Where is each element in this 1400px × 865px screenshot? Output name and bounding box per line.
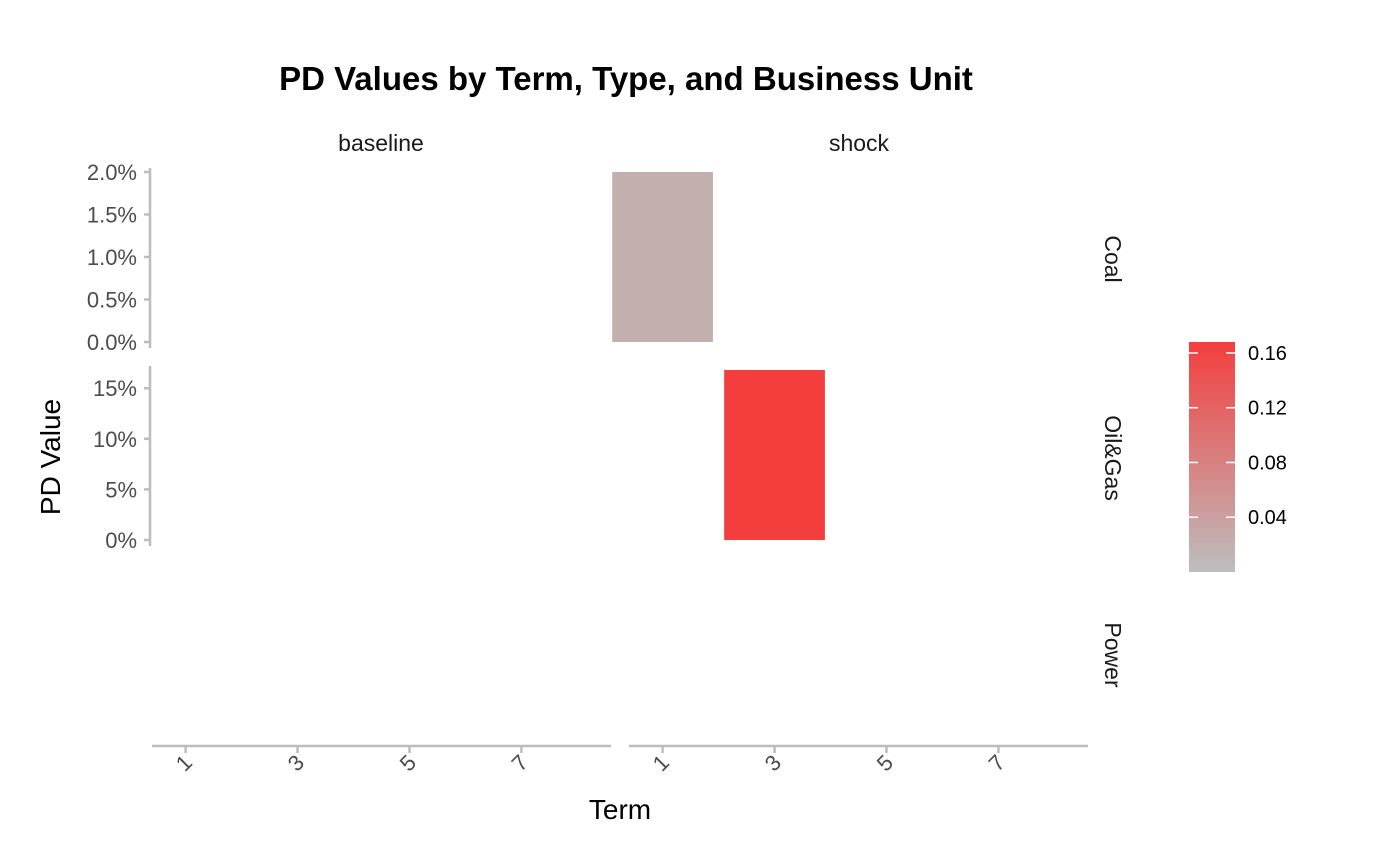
y-tick-label-coal: 0.0% bbox=[87, 330, 137, 355]
bar-shock-coal-term-1 bbox=[612, 172, 713, 342]
x-tick-label-shock: 7 bbox=[984, 750, 1010, 776]
y-tick-label-coal: 1.0% bbox=[87, 245, 137, 270]
x-tick-label-shock: 1 bbox=[648, 750, 674, 776]
y-tick-label-oil-gas: 15% bbox=[93, 376, 137, 401]
chart-title: PD Values by Term, Type, and Business Un… bbox=[279, 60, 973, 97]
y-axes: 0.0% 0.5% 1.0% 1.5% 2.0% 0% 5% 10% 15% bbox=[87, 160, 152, 553]
bars-layer bbox=[612, 172, 825, 540]
facet-strip-coal: Coal bbox=[1100, 235, 1126, 282]
y-tick-label-coal: 0.5% bbox=[87, 288, 137, 313]
legend-tick-label: 0.04 bbox=[1248, 507, 1287, 529]
x-axes: 1 3 5 7 1 3 5 7 bbox=[152, 744, 1088, 776]
y-tick-label-coal: 2.0% bbox=[87, 160, 137, 185]
x-tick-label-baseline: 1 bbox=[171, 750, 197, 776]
y-axis-title: PD Value bbox=[35, 399, 66, 515]
bar-shock-oil-gas-term-3 bbox=[724, 370, 825, 540]
facet-strip-shock: shock bbox=[829, 130, 890, 156]
facet-strip-baseline: baseline bbox=[338, 130, 424, 156]
x-tick-label-shock: 3 bbox=[760, 750, 786, 776]
x-tick-label-baseline: 3 bbox=[283, 750, 309, 776]
color-legend: 0.04 0.08 0.12 0.16 bbox=[1189, 342, 1287, 572]
legend-tick-label: 0.16 bbox=[1248, 343, 1287, 365]
legend-tick-label: 0.08 bbox=[1248, 452, 1287, 474]
legend-tick-label: 0.12 bbox=[1248, 398, 1287, 420]
y-tick-label-oil-gas: 5% bbox=[105, 477, 137, 502]
x-axis-title: Term bbox=[589, 794, 651, 825]
x-tick-label-baseline: 7 bbox=[507, 750, 533, 776]
x-tick-label-baseline: 5 bbox=[395, 750, 421, 776]
facet-strip-power: Power bbox=[1100, 622, 1126, 688]
y-tick-label-oil-gas: 0% bbox=[105, 528, 137, 553]
x-tick-label-shock: 5 bbox=[872, 750, 898, 776]
y-tick-label-oil-gas: 10% bbox=[93, 427, 137, 452]
legend-colorbar bbox=[1189, 342, 1235, 572]
y-tick-label-coal: 1.5% bbox=[87, 203, 137, 228]
facet-strip-oil-gas: Oil&Gas bbox=[1100, 415, 1126, 501]
